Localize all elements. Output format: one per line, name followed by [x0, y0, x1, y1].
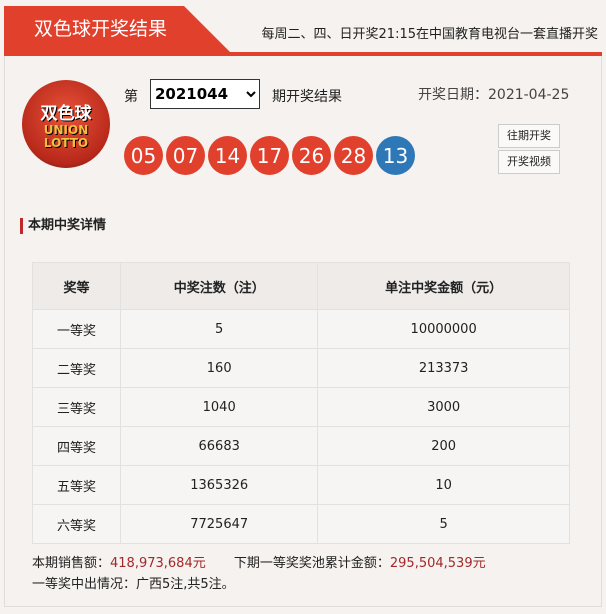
- union-lotto-logo: 双色球 UNION LOTTO: [22, 80, 110, 168]
- table-row: 二等奖 160 213373: [31, 348, 570, 388]
- col-header: 中奖注数（注）: [120, 262, 319, 310]
- broadcast-notice: 每周二、四、日开奖21:15在中国教育电视台一套直播开奖: [261, 27, 598, 42]
- red-ball: 05: [124, 136, 163, 175]
- red-ball: 07: [166, 136, 205, 175]
- table-row: 四等奖 66683 200: [31, 426, 570, 466]
- winner-count: 66683: [120, 426, 319, 466]
- winner-count: 1365326: [120, 465, 319, 505]
- results-panel: [4, 56, 602, 607]
- logo-text-en1: UNION: [43, 122, 89, 137]
- prize-amount: 200: [317, 426, 570, 466]
- table-row: 一等奖 5 10000000: [31, 309, 570, 349]
- red-ball: 14: [208, 136, 247, 175]
- blue-ball: 13: [376, 136, 415, 175]
- pool-amount: 295,504,539元: [389, 556, 486, 571]
- draw-video-button[interactable]: 开奖视频: [498, 150, 560, 174]
- prize-level: 六等奖: [31, 504, 122, 544]
- prize-amount: 213373: [317, 348, 570, 388]
- red-ball: 17: [250, 136, 289, 175]
- header-bar: 双色球开奖结果 每周二、四、日开奖21:15在中国教育电视台一套直播开奖: [4, 6, 602, 56]
- issue-select[interactable]: 2021044: [150, 79, 260, 109]
- winning-numbers: 05 07 14 17 26 28 13: [124, 136, 415, 175]
- draw-date-label: 开奖日期：: [418, 87, 488, 103]
- issue-suffix: 期开奖结果: [272, 89, 342, 105]
- prize-amount: 10000000: [317, 309, 570, 349]
- section-title: 本期中奖详情: [20, 218, 106, 234]
- winner-count: 1040: [120, 387, 319, 427]
- red-ball: 28: [334, 136, 373, 175]
- prize-table: 奖等 中奖注数（注） 单注中奖金额（元） 一等奖 5 10000000 二等奖 160 2…: [31, 262, 570, 544]
- prize-level: 四等奖: [31, 426, 122, 466]
- table-header-row: 奖等 中奖注数（注） 单注中奖金额（元）: [31, 262, 570, 310]
- prize-amount: 3000: [317, 387, 570, 427]
- prize-level: 五等奖: [31, 465, 122, 505]
- red-ball: 26: [292, 136, 331, 175]
- first-prize-winners: 一等奖中出情况：广西5注,共5注。: [32, 577, 235, 592]
- prize-amount: 10: [317, 465, 570, 505]
- winner-count: 160: [120, 348, 319, 388]
- prize-level: 一等奖: [31, 309, 122, 349]
- sales-summary: 本期销售额：418,973,684元 下期一等奖奖池累计金额：295,504,5…: [32, 552, 486, 571]
- prize-amount: 5: [317, 504, 570, 544]
- sales-amount: 418,973,684元: [110, 556, 206, 571]
- page-title: 双色球开奖结果: [4, 6, 230, 52]
- logo-text-en2: LOTTO: [43, 135, 89, 150]
- table-row: 五等奖 1365326 10: [31, 465, 570, 505]
- draw-date: 2021-04-25: [488, 87, 570, 103]
- prize-level: 二等奖: [31, 348, 122, 388]
- col-header: 单注中奖金额（元）: [317, 262, 570, 310]
- winner-count: 7725647: [120, 504, 319, 544]
- table-row: 三等奖 1040 3000: [31, 387, 570, 427]
- winner-count: 5: [120, 309, 319, 349]
- issue-prefix: 第: [124, 89, 138, 105]
- pool-label: 下期一等奖奖池累计金额：: [233, 556, 390, 571]
- sales-label: 本期销售额：: [32, 556, 111, 571]
- logo-text-cn: 双色球: [40, 103, 92, 124]
- prize-level: 三等奖: [31, 387, 122, 427]
- history-draws-button[interactable]: 往期开奖: [498, 124, 560, 148]
- col-header: 奖等: [31, 262, 122, 310]
- table-row: 六等奖 7725647 5: [31, 504, 570, 544]
